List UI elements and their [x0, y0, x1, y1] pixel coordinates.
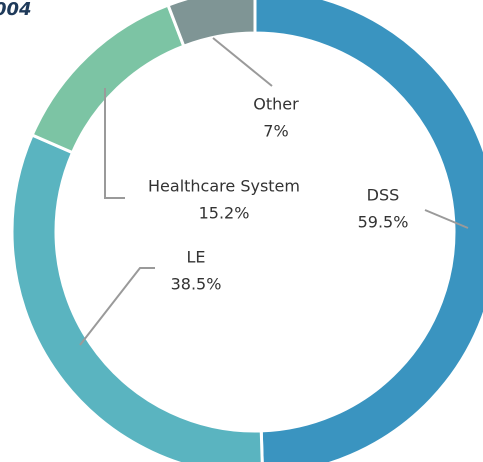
- slice-label: Other: [253, 95, 299, 114]
- chart-title: 004: [0, 0, 32, 20]
- leader-line: [424, 209, 469, 229]
- slice-label: DSS: [367, 186, 400, 205]
- leader-line: [212, 37, 273, 87]
- slice-label: Healthcare System: [148, 177, 300, 196]
- donut: [10, 0, 483, 462]
- leader-line: [104, 88, 125, 199]
- value-label: 59.5%: [358, 213, 409, 232]
- value-label: 38.5%: [171, 275, 222, 294]
- value-label: 7%: [263, 122, 288, 141]
- slice: [166, 0, 257, 49]
- slice: [253, 0, 483, 462]
- slice-label: LE: [186, 248, 205, 267]
- leader-line: [79, 267, 155, 346]
- value-label: 15.2%: [199, 204, 250, 223]
- slice: [30, 3, 186, 155]
